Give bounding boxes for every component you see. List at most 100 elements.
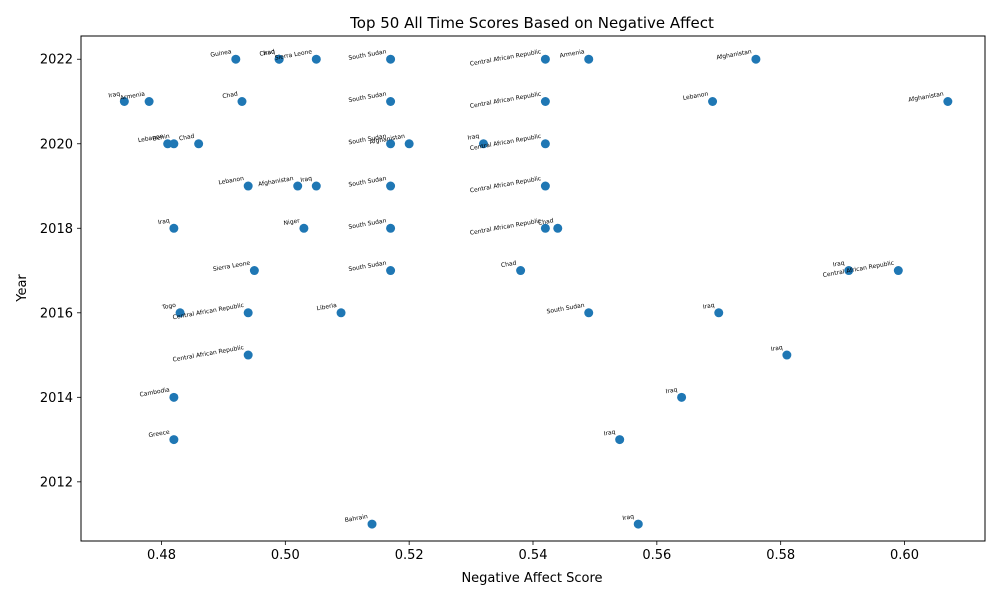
point-label: Bahrain [344,513,368,524]
data-point [386,97,396,107]
data-point [144,97,154,107]
data-point [404,139,414,149]
x-tick-label: 0.56 [642,548,671,563]
data-point [274,54,284,64]
data-point [311,181,321,191]
plot-frame [80,35,986,542]
data-point [540,54,550,64]
data-point [584,308,594,318]
data-point [844,266,854,276]
point-label: Guinea [210,48,233,59]
x-axis-title: Negative Affect Score [461,571,602,586]
y-tick-label: 2018 [40,222,73,237]
data-point [243,308,253,318]
point-label: South Sudan [546,302,585,316]
data-point [782,350,792,360]
point-label: Lebanon [682,91,709,102]
point-label: Togo [161,302,177,312]
point-label: Central African Republic [469,91,541,110]
point-label: Iraq [622,513,635,522]
x-axis: 0.48 0.50 0.52 0.54 0.56 0.58 0.60 [147,541,919,563]
point-label: Chad [500,260,517,270]
y-tick-label: 2012 [40,475,73,490]
data-point [119,97,129,107]
point-label: South Sudan [348,91,387,105]
data-point [943,97,953,107]
data-point [169,223,179,233]
data-point [553,223,563,233]
point-label: Iraq [300,175,313,184]
x-tick-label: 0.54 [519,548,548,563]
data-point [386,181,396,191]
point-label: Liberia [316,302,338,312]
data-point [615,435,625,445]
data-point [677,392,687,402]
y-tick-label: 2020 [40,137,73,152]
data-point [540,139,550,149]
point-label: Iraq [263,48,276,57]
data-point [584,54,594,64]
data-point [169,392,179,402]
x-tick-label: 0.50 [271,548,300,563]
data-point [478,139,488,149]
data-point [237,97,247,107]
point-label: South Sudan [348,48,387,62]
data-point [714,308,724,318]
point-label: Iraq [770,344,783,353]
point-label: Iraq [832,260,845,269]
point-label: Iraq [157,217,170,226]
y-tick-label: 2014 [40,391,73,406]
y-axis-title: Year [15,274,30,303]
data-point [169,139,179,149]
data-point [633,519,643,529]
point-label: Sierra Leone [212,260,251,273]
chart-title: Top 50 All Time Scores Based on Negative… [349,14,714,32]
point-label: Chad [179,133,196,143]
point-label: Lebanon [138,133,165,144]
data-point [708,97,718,107]
point-label: South Sudan [348,175,387,189]
y-axis: 2012 2014 2016 2018 2020 2022 [40,53,81,490]
point-label: Chad [538,217,555,227]
y-tick-label: 2016 [40,306,73,321]
data-point [194,139,204,149]
x-tick-label: 0.60 [890,548,919,563]
data-point [299,223,309,233]
data-point [336,308,346,318]
point-label: Chad [222,91,239,101]
point-label: Benin [152,133,170,143]
data-point [169,435,179,445]
data-point [367,519,377,529]
y-tick-label: 2022 [40,53,73,68]
point-label: Cambodia [139,386,170,398]
point-label: Central African Republic [469,217,541,236]
data-point [231,54,241,64]
data-point [243,350,253,360]
point-label: Afghanistan [908,91,945,104]
point-label: Niger [283,217,301,227]
point-label: Central African Republic [469,175,541,194]
data-point [893,266,903,276]
point-label: Iraq [665,386,678,395]
point-label: Central African Republic [469,48,541,67]
data-point [540,223,550,233]
data-point [540,97,550,107]
point-label: Afghanistan [258,175,295,188]
point-label: Central African Republic [469,133,541,152]
data-point [311,54,321,64]
data-point [386,266,396,276]
x-tick-label: 0.48 [147,548,176,563]
point-label: Chad [259,48,276,58]
x-tick-label: 0.58 [766,548,795,563]
point-label: Iraq [108,91,121,100]
data-point [249,266,259,276]
data-point [751,54,761,64]
point-label: Central African Republic [172,344,244,363]
data-point [386,139,396,149]
data-point [243,181,253,191]
point-label: Iraq [603,429,616,438]
x-tick-label: 0.52 [395,548,424,563]
point-label: Central African Republic [172,302,244,321]
